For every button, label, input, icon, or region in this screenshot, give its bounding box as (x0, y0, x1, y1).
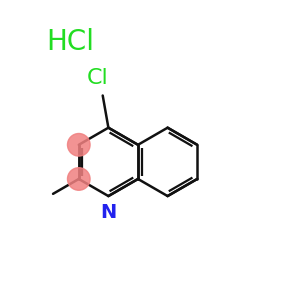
Text: HCl: HCl (46, 28, 94, 56)
Text: Cl: Cl (86, 68, 108, 88)
Circle shape (68, 168, 90, 190)
Text: N: N (100, 202, 116, 222)
Circle shape (68, 134, 90, 156)
